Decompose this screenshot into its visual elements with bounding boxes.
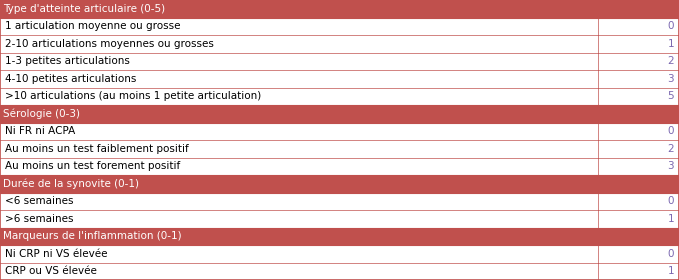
Text: Durée de la synovite (0-1): Durée de la synovite (0-1)	[3, 179, 139, 189]
Text: 3: 3	[667, 74, 674, 84]
Text: Ni FR ni ACPA: Ni FR ni ACPA	[5, 126, 75, 136]
Text: 1: 1	[667, 266, 674, 276]
Text: 4-10 petites articulations: 4-10 petites articulations	[5, 74, 136, 84]
Text: Marqueurs de l'inflammation (0-1): Marqueurs de l'inflammation (0-1)	[3, 231, 182, 241]
Text: 1-3 petites articulations: 1-3 petites articulations	[5, 56, 130, 66]
Text: Sérologie (0-3): Sérologie (0-3)	[3, 109, 80, 119]
Text: 0: 0	[667, 196, 674, 206]
Bar	[0, 17, 679, 35]
Text: 2: 2	[667, 144, 674, 154]
Text: >6 semaines: >6 semaines	[5, 214, 73, 224]
Bar	[0, 193, 679, 210]
Bar	[0, 53, 679, 70]
Text: Type d'atteinte articulaire (0-5): Type d'atteinte articulaire (0-5)	[3, 4, 166, 14]
Bar	[0, 227, 679, 245]
Bar	[0, 263, 679, 280]
Text: 1 articulation moyenne ou grosse: 1 articulation moyenne ou grosse	[5, 21, 180, 31]
Bar	[0, 175, 679, 193]
Text: CRP ou VS élevée: CRP ou VS élevée	[5, 266, 96, 276]
Text: 0: 0	[667, 249, 674, 259]
Bar	[0, 35, 679, 53]
Text: 0: 0	[667, 126, 674, 136]
Text: 1: 1	[667, 39, 674, 49]
Text: Au moins un test forement positif: Au moins un test forement positif	[5, 161, 180, 171]
Text: Au moins un test faiblement positif: Au moins un test faiblement positif	[5, 144, 189, 154]
Text: 3: 3	[667, 161, 674, 171]
Text: 1: 1	[667, 214, 674, 224]
Text: 2: 2	[667, 56, 674, 66]
Bar	[0, 140, 679, 157]
Text: 5: 5	[667, 91, 674, 101]
Text: <6 semaines: <6 semaines	[5, 196, 73, 206]
Bar	[0, 87, 679, 105]
Text: 2-10 articulations moyennes ou grosses: 2-10 articulations moyennes ou grosses	[5, 39, 214, 49]
Bar	[0, 70, 679, 87]
Bar	[0, 105, 679, 123]
Bar	[0, 210, 679, 227]
Bar	[0, 123, 679, 140]
Text: 0: 0	[667, 21, 674, 31]
Text: Ni CRP ni VS élevée: Ni CRP ni VS élevée	[5, 249, 107, 259]
Text: >10 articulations (au moins 1 petite articulation): >10 articulations (au moins 1 petite art…	[5, 91, 261, 101]
Bar	[0, 245, 679, 263]
Bar	[0, 0, 679, 17]
Bar	[0, 157, 679, 175]
